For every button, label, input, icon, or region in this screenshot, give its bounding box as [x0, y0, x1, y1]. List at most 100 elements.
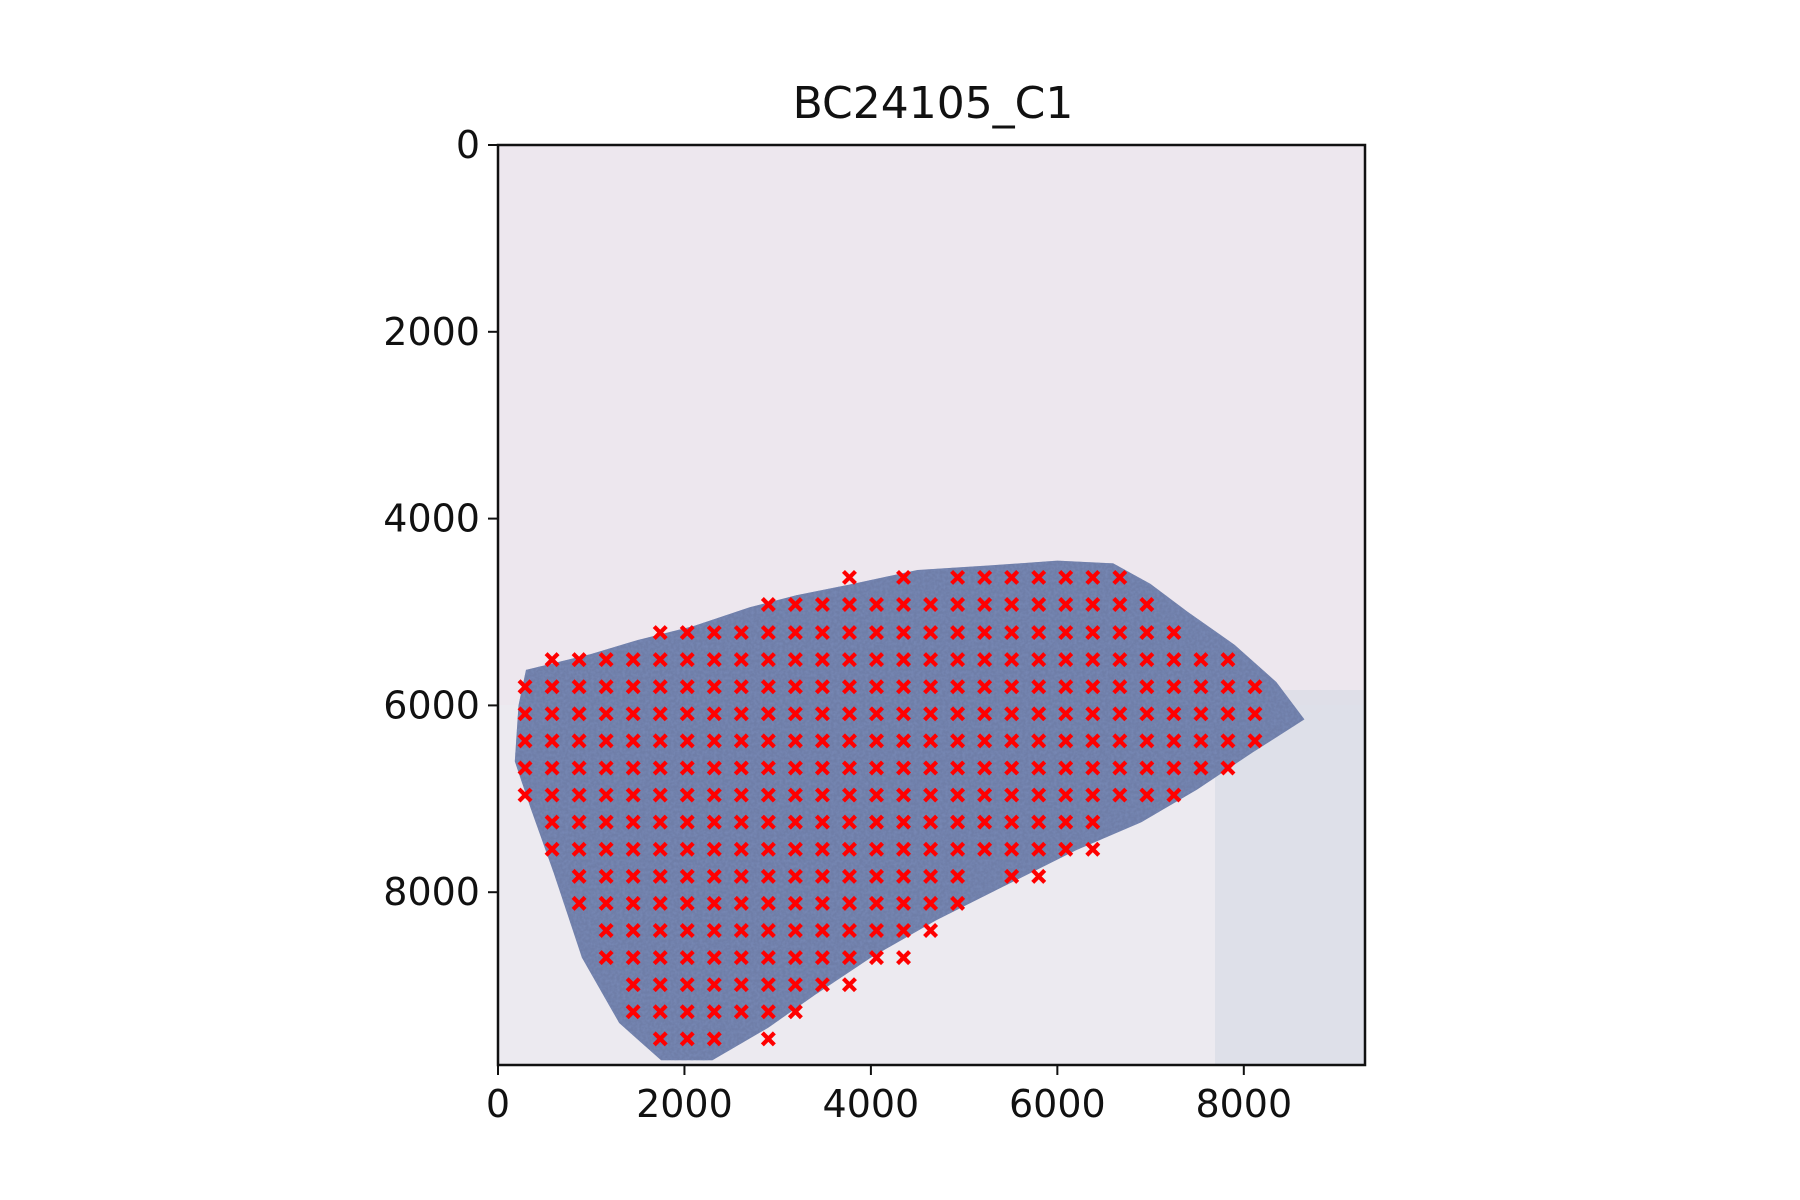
- data-point: [1085, 652, 1101, 668]
- data-point: [896, 923, 912, 938]
- data-point: [679, 895, 695, 911]
- data-point: [1004, 733, 1020, 749]
- data-point: [544, 652, 560, 668]
- data-point: [787, 923, 803, 938]
- data-point: [1058, 787, 1074, 803]
- data-point: [787, 760, 803, 776]
- data-point: [733, 814, 749, 830]
- data-point: [977, 679, 993, 695]
- data-point: [625, 841, 641, 857]
- data-point: [1247, 733, 1263, 749]
- data-point: [760, 841, 776, 857]
- data-point: [977, 787, 993, 803]
- data-point: [1058, 625, 1074, 641]
- data-point: [1220, 760, 1236, 776]
- data-point: [950, 706, 966, 722]
- data-point: [1166, 733, 1182, 749]
- data-point: [896, 679, 912, 695]
- data-point: [760, 787, 776, 803]
- data-point: [679, 950, 695, 966]
- data-point: [896, 841, 912, 857]
- data-point: [1193, 652, 1209, 668]
- data-point: [517, 679, 533, 695]
- data-point: [869, 814, 884, 830]
- data-point: [869, 950, 884, 966]
- data-point: [652, 787, 668, 803]
- data-point: [760, 1031, 776, 1047]
- x-tick-label: 0: [486, 1082, 510, 1126]
- data-point: [1004, 760, 1020, 776]
- data-point: [571, 760, 587, 776]
- plot-area: [498, 145, 1365, 1065]
- data-point: [841, 977, 857, 993]
- data-point: [1004, 652, 1020, 668]
- data-point: [733, 923, 749, 938]
- data-point: [733, 868, 749, 884]
- data-point: [706, 841, 722, 857]
- data-point: [1166, 679, 1182, 695]
- data-point: [1166, 760, 1182, 776]
- data-point: [923, 625, 939, 641]
- data-point: [841, 950, 857, 966]
- data-point: [896, 868, 912, 884]
- data-point: [950, 625, 966, 641]
- data-point: [1004, 814, 1020, 830]
- data-point: [1139, 679, 1155, 695]
- data-point: [1085, 841, 1101, 857]
- data-point: [706, 625, 722, 641]
- data-point: [869, 652, 884, 668]
- data-point: [760, 652, 776, 668]
- data-point: [652, 652, 668, 668]
- data-point: [841, 652, 857, 668]
- data-point: [1193, 733, 1209, 749]
- data-point: [733, 977, 749, 993]
- data-point: [923, 895, 939, 911]
- data-point: [841, 597, 857, 613]
- data-point: [733, 841, 749, 857]
- data-point: [544, 679, 560, 695]
- data-point: [787, 814, 803, 830]
- data-point: [1058, 733, 1074, 749]
- data-point: [544, 814, 560, 830]
- data-point: [950, 652, 966, 668]
- data-point: [706, 679, 722, 695]
- data-point: [598, 814, 614, 830]
- data-point: [760, 868, 776, 884]
- data-point: [544, 733, 560, 749]
- data-point: [1166, 706, 1182, 722]
- data-point: [652, 679, 668, 695]
- data-point: [679, 814, 695, 830]
- data-point: [950, 787, 966, 803]
- data-point: [625, 868, 641, 884]
- data-point: [869, 706, 884, 722]
- data-point: [896, 895, 912, 911]
- data-point: [841, 787, 857, 803]
- data-point: [1004, 868, 1020, 884]
- data-point: [652, 841, 668, 857]
- data-point: [652, 895, 668, 911]
- data-point: [598, 868, 614, 884]
- data-point: [869, 733, 884, 749]
- data-point: [950, 895, 966, 911]
- data-point: [896, 706, 912, 722]
- data-point: [869, 923, 884, 938]
- data-point: [923, 652, 939, 668]
- data-point: [814, 841, 830, 857]
- data-point: [625, 787, 641, 803]
- data-point: [1139, 706, 1155, 722]
- data-point: [841, 841, 857, 857]
- data-point: [977, 569, 993, 585]
- data-point: [706, 733, 722, 749]
- data-point: [950, 841, 966, 857]
- data-point: [1139, 652, 1155, 668]
- data-point: [1058, 706, 1074, 722]
- data-point: [896, 652, 912, 668]
- data-point: [598, 950, 614, 966]
- data-point: [896, 569, 912, 585]
- data-point: [977, 760, 993, 776]
- data-point: [760, 977, 776, 993]
- data-point: [923, 679, 939, 695]
- data-point: [706, 950, 722, 966]
- data-point: [679, 706, 695, 722]
